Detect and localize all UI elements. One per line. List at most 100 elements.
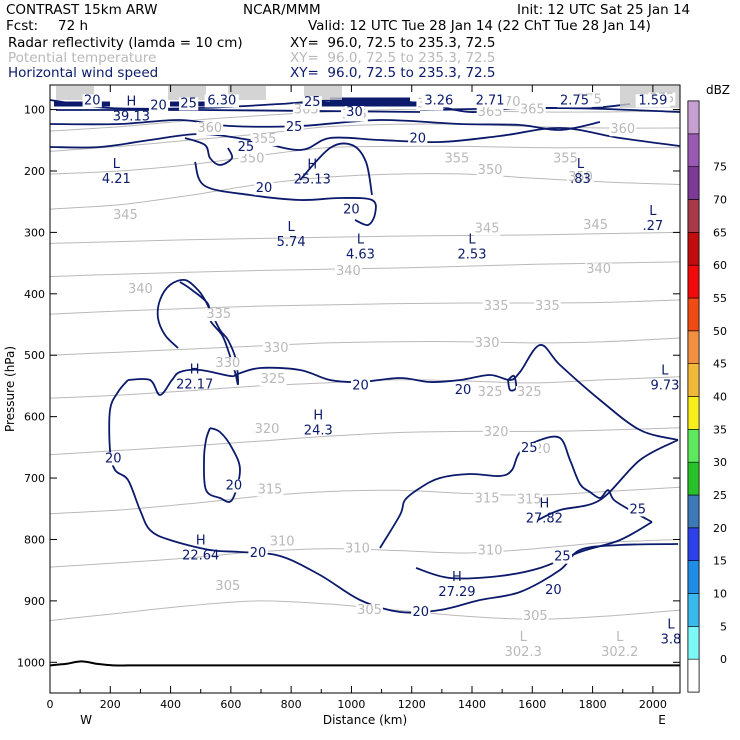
contour-label: 355 — [553, 152, 578, 167]
contour-label: 2.71 — [476, 93, 505, 108]
y-tick-label: 900 — [24, 595, 45, 608]
extremum-value: 3.8 — [661, 633, 682, 648]
x-tick-label: 1800 — [579, 698, 607, 711]
wind-contour — [49, 127, 681, 151]
contour-label: 20 — [412, 605, 429, 620]
contour-label: 20 — [84, 93, 101, 108]
extremum-low-marker: L — [661, 363, 669, 378]
contour-label: 320 — [484, 425, 509, 440]
colorbar-level-label: 75 — [713, 161, 727, 174]
colorbar-level-label: 30 — [713, 456, 727, 469]
colorbar-level-label: 25 — [713, 489, 727, 502]
theta-contour-340 — [49, 261, 681, 278]
colorbar-level-label: 20 — [713, 522, 727, 535]
contour-label: 335 — [535, 299, 560, 314]
extremum-value: 22.64 — [182, 548, 219, 563]
contour-label: 20 — [250, 546, 267, 561]
colorbar-swatch — [687, 363, 700, 397]
field-reflectivity: Radar reflectivity (lamda = 10 cm) — [8, 35, 243, 51]
wind-contour — [537, 439, 679, 521]
colorbar-level-label: 40 — [713, 391, 727, 404]
contour-label: 315 — [258, 483, 283, 498]
field-theta: Potential temperature — [8, 50, 157, 66]
y-tick-label: 600 — [24, 411, 45, 424]
contour-label: 335 — [484, 299, 509, 314]
contour-label: 25 — [304, 95, 321, 110]
colorbar-swatch — [687, 264, 700, 299]
extremum-value: 4.63 — [346, 247, 375, 262]
wind-contour — [234, 344, 679, 441]
extremum-value: 9.73 — [650, 378, 679, 393]
wind-contour — [127, 368, 236, 396]
field-wind-xy: XY= 96.0, 72.5 to 235.3, 72.5 — [290, 65, 496, 81]
contour-label: 305 — [523, 609, 548, 624]
terrain-line — [49, 660, 680, 667]
contour-label: 1.59 — [638, 93, 667, 108]
contour-label: 20 — [545, 583, 562, 598]
extremum-value: 2.53 — [458, 247, 487, 262]
extremum-high-marker: H — [313, 409, 323, 424]
contour-label: 325 — [517, 385, 542, 400]
extremum-value: 302.3 — [505, 645, 542, 660]
x-tick-label: 1600 — [518, 698, 546, 711]
wind-contour — [55, 108, 421, 113]
x-tick-label: 1200 — [398, 698, 426, 711]
extremum-low-marker: L — [616, 630, 624, 645]
extremum-low-marker: L — [113, 157, 121, 172]
contour-label: 20 — [150, 98, 167, 113]
contour-label: 310 — [345, 542, 370, 557]
wind-contour — [108, 379, 679, 614]
axes: 0 200 400 600 800 1000 1200 1400 1600 1800 2000 100… — [17, 85, 680, 711]
contour-label: 345 — [583, 218, 608, 233]
theta-contour-360 — [49, 123, 681, 152]
contour-label: 330 — [475, 336, 500, 351]
contour-label: 3.26 — [424, 93, 453, 108]
contour-label: 315 — [475, 491, 500, 506]
extremum-value: 39.13 — [113, 109, 150, 124]
extremum-low-marker: L — [468, 232, 476, 247]
extremum-value: 22.17 — [176, 378, 213, 393]
contour-label: 330 — [215, 356, 240, 371]
extremum-value: 4.21 — [102, 172, 131, 187]
colorbar-level-label: 5 — [720, 620, 727, 633]
plot-frame — [49, 84, 681, 694]
x-end-east: E — [658, 713, 666, 727]
x-tick-label: 800 — [281, 698, 302, 711]
colorbar-swatch — [687, 461, 700, 496]
contour-label: 350 — [240, 152, 265, 167]
colorbar-swatch — [687, 494, 700, 529]
contour-label: 350 — [568, 170, 593, 185]
wind-contour — [379, 435, 653, 549]
y-axis-label: Pressure (hPa) — [3, 346, 17, 432]
init-time: Init: 12 UTC Sat 25 Jan 14 — [517, 2, 691, 18]
contour-label: 350 — [478, 163, 503, 178]
organization: NCAR/MMM — [243, 2, 321, 18]
y-tick-label: 300 — [24, 226, 45, 239]
contour-label: 6.30 — [207, 93, 236, 108]
contour-label: 365 — [520, 103, 545, 118]
contour-label: 340 — [586, 262, 611, 277]
contour-label: 25 — [521, 441, 538, 456]
contour-label: 310 — [478, 544, 503, 559]
contour-label: 335 — [206, 307, 231, 322]
y-tick-label: 400 — [24, 288, 45, 301]
field-reflectivity-xy: XY= 96.0, 72.5 to 235.3, 72.5 — [290, 35, 496, 51]
colorbar-swatch — [687, 429, 700, 463]
extremum-value: 302.2 — [601, 645, 638, 660]
colorbar-swatch — [687, 330, 700, 364]
colorbar: 0 5 10 15 20 25 30 35 40 45 50 55 60 65 70 75 — [687, 100, 727, 693]
y-tick-label: 800 — [24, 533, 45, 546]
contour-label: 25 — [630, 502, 647, 517]
contour-label: 25 — [554, 550, 571, 565]
x-tick-label: 1000 — [337, 698, 365, 711]
contour-label: 315 — [517, 493, 542, 508]
extremum-high-marker: H — [539, 497, 549, 512]
extremum-low-marker: L — [520, 630, 528, 645]
contour-label: 2.75 — [560, 93, 589, 108]
contour-label: 305 — [215, 579, 240, 594]
extremum-high-marker: H — [190, 363, 200, 378]
contour-label: 20 — [105, 451, 122, 466]
contour-label: 325 — [261, 372, 286, 387]
x-tick-label: 600 — [220, 698, 241, 711]
